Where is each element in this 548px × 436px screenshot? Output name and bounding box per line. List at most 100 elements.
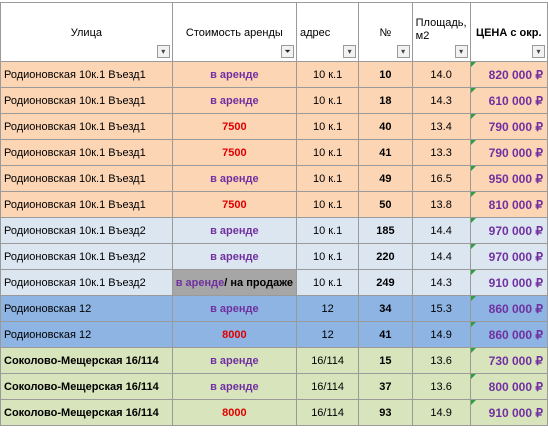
number-cell[interactable]: 34 bbox=[358, 295, 413, 322]
rent-status-cell[interactable]: в аренде bbox=[171, 243, 298, 270]
address-cell[interactable]: 16/114 bbox=[296, 373, 360, 400]
price-cell[interactable]: 810 000 ₽ bbox=[469, 191, 548, 218]
table-row[interactable]: Родионовская 10к.1 Въезд1 7500 10 к.1 41 13.… bbox=[0, 139, 548, 166]
street-cell[interactable]: Соколово-Мещерская 16/114 bbox=[0, 347, 173, 374]
rent-status-cell[interactable]: 8000 bbox=[171, 321, 298, 348]
street-cell[interactable]: Родионовская 10к.1 Въезд1 bbox=[0, 165, 173, 192]
number-cell[interactable]: 40 bbox=[358, 113, 413, 140]
address-cell[interactable]: 10 к.1 bbox=[296, 61, 360, 88]
filter-dropdown-icon[interactable]: ▾ bbox=[343, 45, 357, 58]
address-cell[interactable]: 10 к.1 bbox=[296, 87, 360, 114]
area-cell[interactable]: 14.0 bbox=[411, 61, 471, 88]
area-cell[interactable]: 14.3 bbox=[411, 269, 471, 296]
rent-status-cell[interactable]: в аренде bbox=[171, 165, 298, 192]
rent-status-cell[interactable]: 7500 bbox=[171, 139, 298, 166]
area-cell[interactable]: 13.6 bbox=[411, 373, 471, 400]
rent-status-cell[interactable]: в аренде bbox=[171, 217, 298, 244]
price-cell[interactable]: 970 000 ₽ bbox=[469, 243, 548, 270]
rent-status-cell[interactable]: в аренде bbox=[171, 373, 298, 400]
price-cell[interactable]: 910 000 ₽ bbox=[469, 269, 548, 296]
number-cell[interactable]: 18 bbox=[358, 87, 413, 114]
rent-status-cell[interactable]: в аренде bbox=[171, 295, 298, 322]
number-cell[interactable]: 10 bbox=[358, 61, 413, 88]
table-row[interactable]: Родионовская 10к.1 Въезд1 в аренде 10 к.1 4… bbox=[0, 165, 548, 192]
price-cell[interactable]: 790 000 ₽ bbox=[469, 139, 548, 166]
address-cell[interactable]: 10 к.1 bbox=[296, 217, 360, 244]
area-cell[interactable]: 14.9 bbox=[411, 399, 471, 426]
price-cell[interactable]: 950 000 ₽ bbox=[469, 165, 548, 192]
area-cell[interactable]: 14.9 bbox=[411, 321, 471, 348]
table-row[interactable]: Родионовская 10к.1 Въезд2 в аренде/ на пр… bbox=[0, 269, 548, 296]
area-cell[interactable]: 14.4 bbox=[411, 217, 471, 244]
street-cell[interactable]: Родионовская 10к.1 Въезд1 bbox=[0, 61, 173, 88]
area-cell[interactable]: 13.3 bbox=[411, 139, 471, 166]
number-cell[interactable]: 41 bbox=[358, 321, 413, 348]
street-cell[interactable]: Родионовская 10к.1 Въезд2 bbox=[0, 243, 173, 270]
address-cell[interactable]: 10 к.1 bbox=[296, 269, 360, 296]
address-cell[interactable]: 12 bbox=[296, 321, 360, 348]
street-cell[interactable]: Соколово-Мещерская 16/114 bbox=[0, 373, 173, 400]
area-cell[interactable]: 13.6 bbox=[411, 347, 471, 374]
table-row[interactable]: Родионовская 10к.1 Въезд2 в аренде 10 к.1 1… bbox=[0, 217, 548, 244]
number-cell[interactable]: 50 bbox=[358, 191, 413, 218]
area-cell[interactable]: 14.4 bbox=[411, 243, 471, 270]
number-cell[interactable]: 249 bbox=[358, 269, 413, 296]
filter-active-icon[interactable]: ⏷ bbox=[281, 45, 295, 58]
filter-dropdown-icon[interactable]: ▾ bbox=[454, 45, 468, 58]
area-cell[interactable]: 16.5 bbox=[411, 165, 471, 192]
table-row[interactable]: Родионовская 10к.1 Въезд1 7500 10 к.1 40 13.… bbox=[0, 113, 548, 140]
address-cell[interactable]: 16/114 bbox=[296, 399, 360, 426]
rent-status-cell[interactable]: 7500 bbox=[171, 113, 298, 140]
number-cell[interactable]: 185 bbox=[358, 217, 413, 244]
table-row[interactable]: Родионовская 10к.1 Въезд1 в аренде 10 к.1 1… bbox=[0, 87, 548, 114]
area-cell[interactable]: 15.3 bbox=[411, 295, 471, 322]
price-cell[interactable]: 610 000 ₽ bbox=[469, 87, 548, 114]
table-row[interactable]: Родионовская 10к.1 Въезд1 в аренде 10 к.1 1… bbox=[0, 61, 548, 88]
table-row[interactable]: Родионовская 10к.1 Въезд2 в аренде 10 к.1 2… bbox=[0, 243, 548, 270]
price-cell[interactable]: 730 000 ₽ bbox=[469, 347, 548, 374]
address-cell[interactable]: 10 к.1 bbox=[296, 243, 360, 270]
street-cell[interactable]: Родионовская 10к.1 Въезд1 bbox=[0, 139, 173, 166]
filter-dropdown-icon[interactable]: ▾ bbox=[156, 45, 170, 58]
street-cell[interactable]: Родионовская 10к.1 Въезд2 bbox=[0, 217, 173, 244]
number-cell[interactable]: 49 bbox=[358, 165, 413, 192]
address-cell[interactable]: 10 к.1 bbox=[296, 113, 360, 140]
number-cell[interactable]: 15 bbox=[358, 347, 413, 374]
street-cell[interactable]: Родионовская 10к.1 Въезд1 bbox=[0, 87, 173, 114]
price-cell[interactable]: 860 000 ₽ bbox=[469, 295, 548, 322]
number-cell[interactable]: 93 bbox=[358, 399, 413, 426]
address-cell[interactable]: 10 к.1 bbox=[296, 191, 360, 218]
price-cell[interactable]: 800 000 ₽ bbox=[469, 373, 548, 400]
street-cell[interactable]: Родионовская 10к.1 Въезд2 bbox=[0, 269, 173, 296]
table-row[interactable]: Родионовская 12 8000 12 41 14.9 860 000 ₽ bbox=[0, 321, 548, 348]
number-cell[interactable]: 41 bbox=[358, 139, 413, 166]
rent-status-cell[interactable]: в аренде bbox=[171, 61, 298, 88]
rent-status-cell[interactable]: в аренде/ на продаже bbox=[171, 269, 298, 296]
price-cell[interactable]: 790 000 ₽ bbox=[469, 113, 548, 140]
price-cell[interactable]: 860 000 ₽ bbox=[469, 321, 548, 348]
table-row[interactable]: Соколово-Мещерская 16/114 8000 16/114 93 14.… bbox=[0, 399, 548, 426]
filter-dropdown-icon[interactable]: ▾ bbox=[532, 45, 545, 58]
rent-status-cell[interactable]: в аренде bbox=[171, 347, 298, 374]
price-cell[interactable]: 910 000 ₽ bbox=[469, 399, 548, 426]
street-cell[interactable]: Родионовская 12 bbox=[0, 295, 173, 322]
address-cell[interactable]: 10 к.1 bbox=[296, 139, 360, 166]
price-cell[interactable]: 820 000 ₽ bbox=[469, 61, 548, 88]
filter-dropdown-icon[interactable]: ▾ bbox=[396, 45, 410, 58]
rent-status-cell[interactable]: в аренде bbox=[171, 87, 298, 114]
number-cell[interactable]: 37 bbox=[358, 373, 413, 400]
address-cell[interactable]: 10 к.1 bbox=[296, 165, 360, 192]
price-cell[interactable]: 970 000 ₽ bbox=[469, 217, 548, 244]
street-cell[interactable]: Соколово-Мещерская 16/114 bbox=[0, 399, 173, 426]
table-row[interactable]: Соколово-Мещерская 16/114 в аренде 16/114 1… bbox=[0, 347, 548, 374]
street-cell[interactable]: Родионовская 10к.1 Въезд1 bbox=[0, 113, 173, 140]
table-row[interactable]: Родионовская 12 в аренде 12 34 15.3 860 000 ₽ bbox=[0, 295, 548, 322]
table-row[interactable]: Родионовская 10к.1 Въезд1 7500 10 к.1 50 13.… bbox=[0, 191, 548, 218]
area-cell[interactable]: 13.8 bbox=[411, 191, 471, 218]
rent-status-cell[interactable]: 8000 bbox=[171, 399, 298, 426]
street-cell[interactable]: Родионовская 12 bbox=[0, 321, 173, 348]
area-cell[interactable]: 14.3 bbox=[411, 87, 471, 114]
area-cell[interactable]: 13.4 bbox=[411, 113, 471, 140]
rent-status-cell[interactable]: 7500 bbox=[171, 191, 298, 218]
address-cell[interactable]: 12 bbox=[296, 295, 360, 322]
